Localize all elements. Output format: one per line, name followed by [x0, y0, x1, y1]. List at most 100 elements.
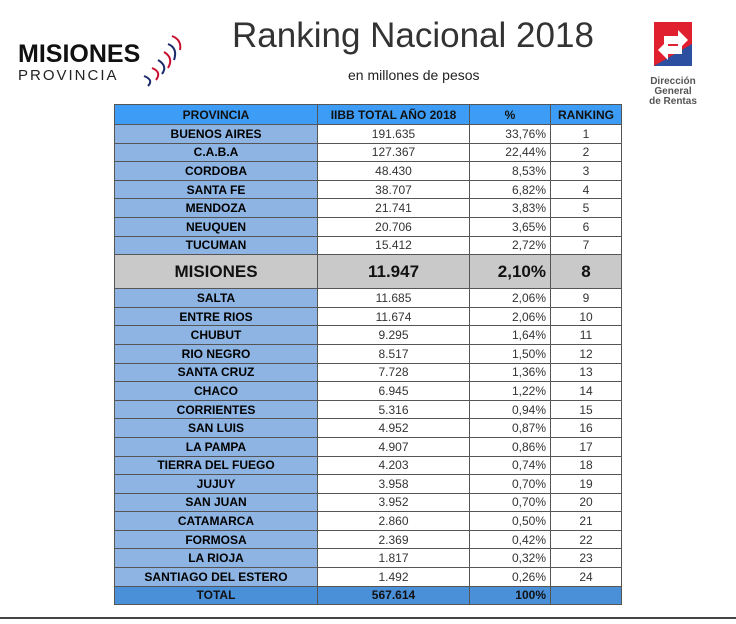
- cell-percent: 0,94%: [469, 399, 551, 420]
- cell-percent: 1,22%: [469, 381, 551, 401]
- cell-ranking: 13: [550, 362, 622, 383]
- cell-ranking: 10: [550, 306, 622, 327]
- cell-iibb: 6.945: [317, 381, 470, 401]
- table-row: TUCUMAN 15.412 2,72% 7: [114, 235, 622, 256]
- cell-iibb: 4.952: [317, 418, 470, 438]
- cell-iibb: 11.674: [317, 306, 470, 327]
- cell-percent: 2,72%: [469, 235, 551, 256]
- table-row: TIERRA DEL FUEGO 4.203 0,74% 18: [114, 455, 622, 476]
- cell-iibb: 3.958: [317, 474, 470, 494]
- cell-percent: 1,64%: [469, 325, 551, 345]
- cell-ranking: [550, 585, 622, 606]
- header-iibb: IIBB TOTAL AÑO 2018: [317, 104, 470, 125]
- cell-percent: 0,32%: [469, 548, 551, 569]
- cell-provincia: CORDOBA: [114, 161, 318, 181]
- cell-provincia: MENDOZA: [114, 198, 318, 218]
- cell-percent: 100%: [469, 585, 551, 606]
- logo-text-3: de Rentas: [649, 96, 697, 107]
- cell-iibb: 8.517: [317, 343, 470, 364]
- cell-iibb: 567.614: [317, 585, 470, 606]
- cell-ranking: 12: [550, 343, 622, 364]
- cell-provincia: SANTA CRUZ: [114, 362, 318, 383]
- cell-ranking: 16: [550, 418, 622, 438]
- cell-ranking: 5: [550, 198, 622, 218]
- cell-iibb: 15.412: [317, 235, 470, 256]
- table-row: FORMOSA 2.369 0,42% 22: [114, 529, 622, 550]
- cell-provincia: BUENOS AIRES: [114, 124, 318, 144]
- table-row: CORRIENTES 5.316 0,94% 15: [114, 399, 622, 420]
- cell-percent: 0,42%: [469, 529, 551, 550]
- table-row: LA RIOJA 1.817 0,32% 23: [114, 548, 622, 569]
- table-row: SALTA 11.685 2,06% 9: [114, 288, 622, 308]
- header-percent: %: [469, 104, 551, 125]
- table-row: CORDOBA 48.430 8,53% 3: [114, 161, 622, 181]
- cell-ranking: 20: [550, 492, 622, 513]
- cell-percent: 3,65%: [469, 216, 551, 237]
- cell-percent: 0,50%: [469, 511, 551, 531]
- cell-ranking: 17: [550, 436, 622, 457]
- logo-text-1: Dirección: [650, 76, 696, 87]
- table-row: JUJUY 3.958 0,70% 19: [114, 474, 622, 494]
- cell-percent: 0,74%: [469, 455, 551, 476]
- cell-ranking: 7: [550, 235, 622, 256]
- cell-iibb: 20.706: [317, 216, 470, 237]
- cell-ranking: 21: [550, 511, 622, 531]
- cell-provincia: SANTA FE: [114, 179, 318, 200]
- cell-iibb: 38.707: [317, 179, 470, 200]
- table-row: CATAMARCA 2.860 0,50% 21: [114, 511, 622, 531]
- logo-line1: MISIONES: [18, 40, 141, 68]
- cell-ranking: 18: [550, 455, 622, 476]
- cell-iibb: 191.635: [317, 124, 470, 144]
- cell-provincia: CATAMARCA: [114, 511, 318, 531]
- table-row: RIO NEGRO 8.517 1,50% 12: [114, 343, 622, 364]
- misiones-provincia-logo: MISIONES PROVINCIA: [18, 32, 194, 90]
- cell-percent: 1,50%: [469, 343, 551, 364]
- cell-percent: 0,70%: [469, 492, 551, 513]
- total-row: TOTAL 567.614 100%: [114, 585, 622, 606]
- cell-provincia: MISIONES: [114, 254, 318, 290]
- cell-provincia: CHACO: [114, 381, 318, 401]
- cell-provincia: SALTA: [114, 288, 318, 308]
- page-title: Ranking Nacional 2018: [232, 16, 594, 55]
- cell-provincia: SANTIAGO DEL ESTERO: [114, 567, 318, 587]
- cell-ranking: 3: [550, 161, 622, 181]
- table-row: SANTA FE 38.707 6,82% 4: [114, 179, 622, 200]
- cell-ranking: 11: [550, 325, 622, 345]
- cell-provincia: ENTRE RIOS: [114, 306, 318, 327]
- cell-ranking: 6: [550, 216, 622, 237]
- cell-ranking: 9: [550, 288, 622, 308]
- cell-percent: 8,53%: [469, 161, 551, 181]
- cell-provincia: TUCUMAN: [114, 235, 318, 256]
- cell-provincia: JUJUY: [114, 474, 318, 494]
- header-ranking: RANKING: [550, 104, 622, 125]
- cell-ranking: 1: [550, 124, 622, 144]
- table-row: BUENOS AIRES 191.635 33,76% 1: [114, 124, 622, 144]
- table-row: NEUQUEN 20.706 3,65% 6: [114, 216, 622, 237]
- table-row: SANTIAGO DEL ESTERO 1.492 0,26% 24: [114, 567, 622, 587]
- highlighted-row: MISIONES 11.947 2,10% 8: [114, 254, 622, 290]
- cell-iibb: 2.860: [317, 511, 470, 531]
- cell-ranking: 15: [550, 399, 622, 420]
- cell-iibb: 2.369: [317, 529, 470, 550]
- cell-iibb: 127.367: [317, 142, 470, 163]
- cell-ranking: 23: [550, 548, 622, 569]
- table-row: SAN JUAN 3.952 0,70% 20: [114, 492, 622, 513]
- cell-percent: 2,06%: [469, 288, 551, 308]
- cell-provincia: TIERRA DEL FUEGO: [114, 455, 318, 476]
- cell-percent: 3,83%: [469, 198, 551, 218]
- table-row: CHACO 6.945 1,22% 14: [114, 381, 622, 401]
- table-row: C.A.B.A 127.367 22,44% 2: [114, 142, 622, 163]
- cell-ranking: 8: [550, 254, 622, 290]
- cell-provincia: CHUBUT: [114, 325, 318, 345]
- cell-iibb: 11.685: [317, 288, 470, 308]
- ranking-table: PROVINCIA IIBB TOTAL AÑO 2018 % RANKING …: [114, 104, 622, 606]
- cell-percent: 1,36%: [469, 362, 551, 383]
- cell-percent: 6,82%: [469, 179, 551, 200]
- table-row: MENDOZA 21.741 3,83% 5: [114, 198, 622, 218]
- cell-provincia: RIO NEGRO: [114, 343, 318, 364]
- cell-provincia: CORRIENTES: [114, 399, 318, 420]
- bottom-divider: [0, 617, 736, 619]
- cell-percent: 0,86%: [469, 436, 551, 457]
- table-row: CHUBUT 9.295 1,64% 11: [114, 325, 622, 345]
- cell-iibb: 4.203: [317, 455, 470, 476]
